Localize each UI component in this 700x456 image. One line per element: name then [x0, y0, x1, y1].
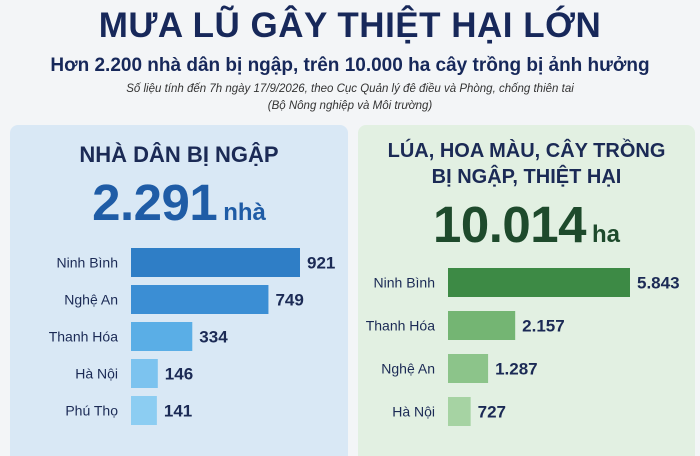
houses-total-unit: nhà — [223, 199, 266, 226]
crops-heading-line2: BỊ NGẬP, THIỆT HẠI — [431, 166, 622, 188]
houses-value-label: 334 — [199, 328, 228, 347]
crops-bar — [448, 397, 471, 426]
source-note: Số liệu tính đến 7h ngày 17/9/2026, theo… — [126, 83, 574, 95]
crops-bar-chart: Ninh Bình 5.843 Thanh Hóa 2.157 Nghệ An 1.287… — [366, 268, 680, 426]
crops-panel: LÚA, HOA MÀU, CÂY TRỒNG BỊ NGẬP, THIỆT H… — [358, 125, 695, 456]
subtitle: Hơn 2.200 nhà dân bị ngập, trên 10.000 h… — [50, 55, 650, 76]
crops-category-label: Nghệ An — [381, 361, 435, 377]
houses-bar — [131, 396, 157, 425]
crops-value-label: 727 — [478, 403, 506, 422]
main-title: MƯA LŨ GÂY THIỆT HẠI LỚN — [98, 6, 602, 45]
houses-total: 2.291 nhà — [10, 173, 348, 232]
houses-category-label: Ninh Bình — [57, 255, 118, 271]
houses-bar-chart: Ninh Bình 921 Nghệ An 749 Thanh Hóa 334 Hà Nội… — [49, 248, 335, 425]
houses-bar — [131, 248, 300, 277]
crops-value-label: 2.157 — [522, 317, 565, 336]
crops-category-label: Thanh Hóa — [366, 318, 435, 334]
crops-total: 10.014 ha — [358, 195, 695, 254]
houses-value-label: 146 — [165, 365, 193, 384]
houses-bar — [131, 285, 269, 314]
houses-heading: NHÀ DÂN BỊ NGẬP — [79, 142, 279, 167]
crops-total-value: 10.014 — [432, 196, 587, 253]
houses-category-label: Thanh Hóa — [49, 329, 118, 345]
houses-total-value: 2.291 — [92, 174, 218, 231]
crops-total-unit: ha — [591, 221, 620, 248]
houses-category-label: Phú Thọ — [65, 403, 118, 419]
crops-heading-line1: LÚA, HOA MÀU, CÂY TRỒNG — [387, 140, 666, 162]
houses-value-label: 749 — [275, 291, 303, 310]
crops-bar — [448, 268, 630, 297]
houses-category-label: Nghệ An — [64, 292, 118, 308]
crops-bar — [448, 311, 516, 340]
houses-bar — [131, 359, 158, 388]
houses-value-label: 921 — [307, 254, 335, 273]
houses-value-label: 141 — [164, 402, 192, 421]
crops-value-label: 5.843 — [637, 274, 680, 293]
crops-category-label: Ninh Bình — [374, 275, 435, 291]
houses-category-label: Hà Nội — [75, 366, 118, 382]
crops-value-label: 1.287 — [495, 360, 538, 379]
source-note-agency: (Bộ Nông nghiệp và Môi trường) — [267, 100, 433, 112]
crops-category-label: Hà Nội — [392, 404, 435, 420]
crops-bar — [448, 354, 489, 383]
houses-panel: NHÀ DÂN BỊ NGẬP 2.291 nhà Ninh Bình 921 Ngh… — [10, 125, 348, 456]
houses-bar — [131, 322, 193, 351]
